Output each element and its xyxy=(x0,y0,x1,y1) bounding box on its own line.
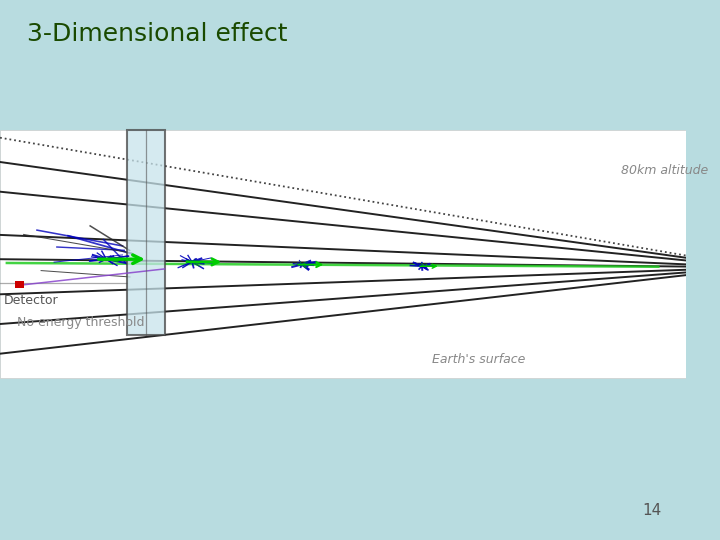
Text: Detector: Detector xyxy=(4,294,58,307)
Text: Earth's surface: Earth's surface xyxy=(432,353,526,366)
Text: 14: 14 xyxy=(642,503,662,518)
Text: 3-Dimensional effect: 3-Dimensional effect xyxy=(27,22,288,45)
Bar xyxy=(0,130,685,378)
Bar xyxy=(127,130,165,335)
Text: No energy threshold: No energy threshold xyxy=(17,316,145,329)
Bar xyxy=(15,281,24,288)
Text: 80km altitude: 80km altitude xyxy=(621,164,708,177)
